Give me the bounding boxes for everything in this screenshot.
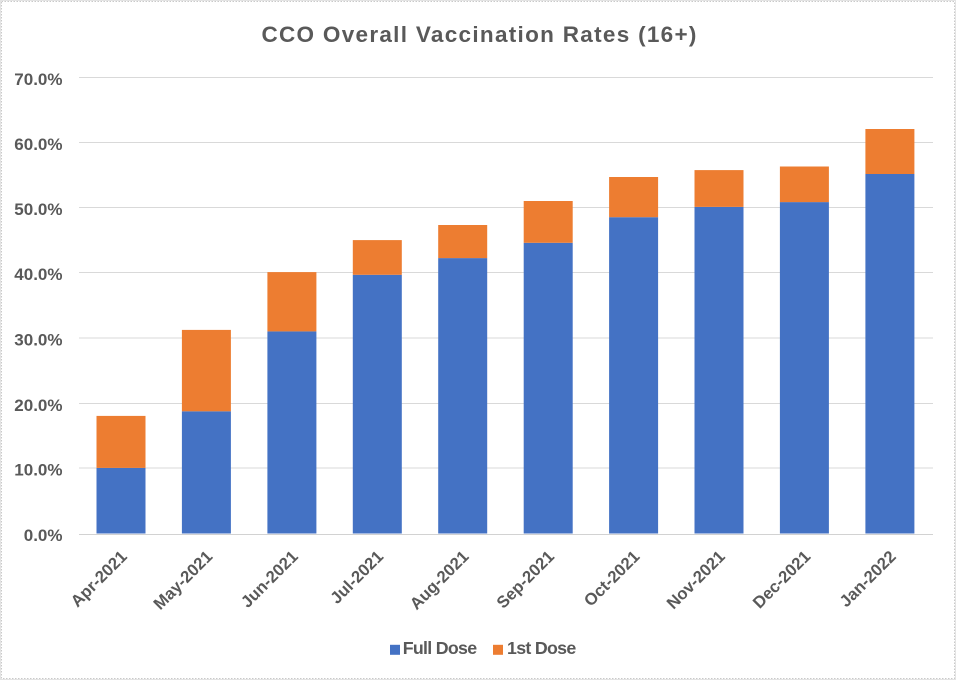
svg-text:Aug-2021: Aug-2021 xyxy=(406,547,473,614)
svg-text:Dec-2021: Dec-2021 xyxy=(749,547,814,612)
svg-text:Jul-2021: Jul-2021 xyxy=(326,547,387,608)
svg-text:Jun-2021: Jun-2021 xyxy=(237,547,302,612)
svg-text:Apr-2021: Apr-2021 xyxy=(67,547,131,611)
svg-text:60.0%: 60.0% xyxy=(14,135,62,154)
svg-text:Full Dose: Full Dose xyxy=(403,638,478,658)
svg-text:0.0%: 0.0% xyxy=(24,526,63,545)
svg-text:Oct-2021: Oct-2021 xyxy=(580,547,643,610)
svg-text:40.0%: 40.0% xyxy=(14,265,62,284)
svg-text:50.0%: 50.0% xyxy=(14,200,62,219)
svg-text:10.0%: 10.0% xyxy=(14,461,62,480)
svg-text:30.0%: 30.0% xyxy=(14,331,62,350)
svg-text:Nov-2021: Nov-2021 xyxy=(663,547,729,613)
svg-text:May-2021: May-2021 xyxy=(150,547,217,614)
svg-text:70.0%: 70.0% xyxy=(14,70,62,89)
svg-text:1st Dose: 1st Dose xyxy=(507,638,576,658)
svg-text:CCO Overall Vaccination Rates: CCO Overall Vaccination Rates (16+) xyxy=(261,22,697,47)
svg-text:Jan-2022: Jan-2022 xyxy=(836,547,900,611)
svg-text:20.0%: 20.0% xyxy=(14,396,62,415)
svg-text:Sep-2021: Sep-2021 xyxy=(493,547,558,612)
